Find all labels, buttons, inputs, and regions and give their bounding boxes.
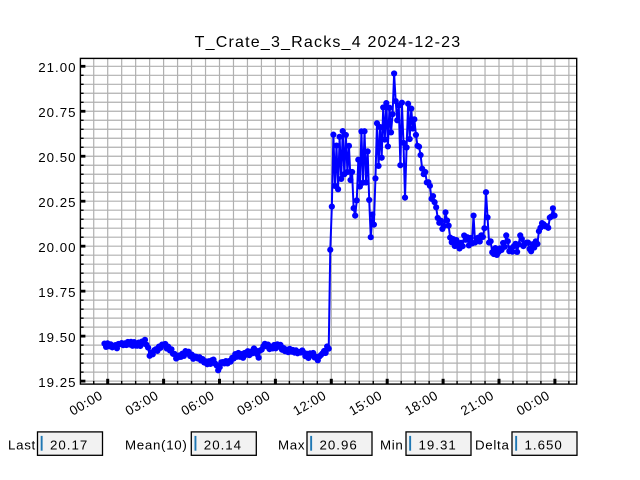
svg-text:20.96: 20.96 — [320, 438, 358, 453]
svg-text:20.25: 20.25 — [38, 195, 76, 210]
svg-text:Delta: Delta — [475, 438, 510, 453]
svg-text:19.50: 19.50 — [38, 330, 76, 345]
svg-text:21.00: 21.00 — [38, 60, 76, 75]
svg-text:20.75: 20.75 — [38, 105, 76, 120]
svg-text:20.17: 20.17 — [50, 438, 88, 453]
svg-text:Last: Last — [8, 438, 36, 453]
svg-text:20.14: 20.14 — [204, 438, 242, 453]
svg-text:19.75: 19.75 — [38, 285, 76, 300]
svg-text:Min: Min — [380, 438, 404, 453]
svg-text:19.25: 19.25 — [38, 375, 76, 390]
svg-text:Mean(10): Mean(10) — [125, 438, 188, 453]
svg-text:Max: Max — [278, 438, 305, 453]
svg-text:T_Crate_3_Racks_4 2024-12-23: T_Crate_3_Racks_4 2024-12-23 — [195, 34, 462, 51]
svg-text:20.50: 20.50 — [38, 150, 76, 165]
svg-text:1.650: 1.650 — [525, 438, 563, 453]
svg-text:19.31: 19.31 — [419, 438, 457, 453]
svg-text:20.00: 20.00 — [38, 240, 76, 255]
